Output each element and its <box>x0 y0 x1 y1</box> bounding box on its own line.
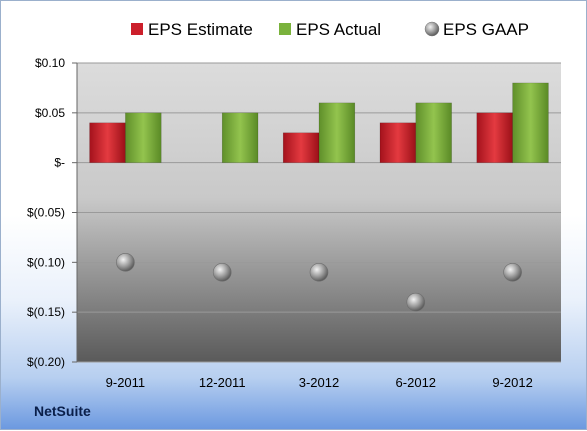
gaap-markers <box>116 253 522 312</box>
eps-actual-bar <box>221 112 259 163</box>
x-tick-label: 3-2012 <box>299 375 339 390</box>
eps-actual-bar <box>125 112 162 163</box>
x-tick-label: 6-2012 <box>396 375 436 390</box>
eps-gaap-marker <box>406 292 426 312</box>
eps-estimate-bar <box>379 122 417 163</box>
y-tick-label: $0.10 <box>35 56 65 70</box>
y-tick-label: $(0.20) <box>27 355 65 369</box>
x-tick-label: 9-2011 <box>106 375 146 390</box>
legend-label: EPS Estimate <box>148 20 253 39</box>
eps-actual-bar <box>512 82 549 163</box>
eps-gaap-marker <box>503 262 522 282</box>
eps-actual-bar <box>415 102 452 163</box>
legend-swatch <box>279 23 291 35</box>
eps-gaap-marker <box>309 262 329 282</box>
y-tick-label: $0.05 <box>35 106 65 120</box>
bars <box>89 82 549 163</box>
x-tick-label: 9-2012 <box>492 375 532 390</box>
brand-label: NetSuite <box>34 403 91 419</box>
eps-estimate-bar <box>476 112 513 163</box>
eps-estimate-bar <box>89 122 126 163</box>
legend-swatch <box>131 23 143 35</box>
y-axis-ticks: $0.10 $0.05 $- $(0.05) $(0.10) $(0.15) $(0.20) <box>27 56 78 369</box>
eps-gaap-marker <box>116 253 135 272</box>
legend: EPS Estimate EPS Actual EPS GAAP <box>131 20 529 39</box>
y-tick-label: $- <box>54 156 65 170</box>
legend-label: EPS Actual <box>296 20 381 39</box>
legend-label: EPS GAAP <box>443 20 529 39</box>
legend-swatch-gaap <box>424 21 440 37</box>
y-tick-label: $(0.15) <box>27 305 65 319</box>
y-tick-label: $(0.10) <box>27 255 65 269</box>
y-tick-label: $(0.05) <box>27 206 65 220</box>
eps-estimate-bar <box>282 132 320 163</box>
x-axis-labels: 9-2011 12-2011 3-2012 6-2012 9-2012 <box>106 375 533 390</box>
eps-actual-bar <box>318 102 356 163</box>
eps-gaap-marker <box>212 262 232 282</box>
x-tick-label: 12-2011 <box>199 375 246 390</box>
